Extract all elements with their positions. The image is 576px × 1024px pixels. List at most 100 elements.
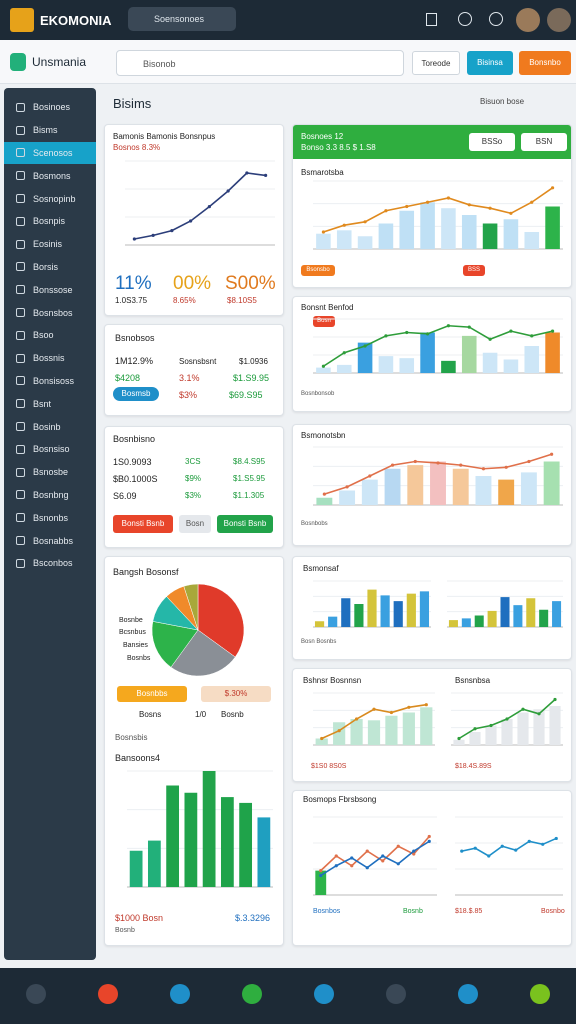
app-title: Unsmania <box>32 55 87 69</box>
nav-item[interactable] <box>288 968 360 1024</box>
bar <box>357 342 373 373</box>
filter[interactable]: Bisuon bose <box>480 97 525 106</box>
point <box>334 864 338 868</box>
card: Bsmonsaf Bosn Bosnbs <box>292 556 572 660</box>
bar <box>420 707 433 745</box>
icon <box>16 148 25 158</box>
icon[interactable] <box>458 12 472 26</box>
point <box>537 712 541 716</box>
search-field[interactable]: Bisonob <box>116 50 404 76</box>
footer: $18.$.85 <box>455 908 483 915</box>
sidebar-item[interactable]: Bosinoes <box>4 96 96 119</box>
button[interactable]: Bonsti Bsnb <box>217 515 273 533</box>
bar <box>485 725 497 745</box>
search-box[interactable]: Soensonoes <box>128 7 236 31</box>
avatar[interactable] <box>547 8 571 32</box>
bar <box>361 479 378 505</box>
sidebar-item[interactable]: Bosinb <box>4 415 96 438</box>
nav-item[interactable] <box>504 968 576 1024</box>
sidebar-item[interactable]: Borsis <box>4 256 96 279</box>
nav-item[interactable] <box>0 968 72 1024</box>
sidebar-item[interactable]: Bosmons <box>4 164 96 187</box>
icon[interactable] <box>489 12 503 26</box>
card-title: Bsnsnbsa <box>455 676 491 685</box>
icon <box>16 444 25 454</box>
cell: $1.1.305 <box>233 491 265 500</box>
nav-item[interactable] <box>360 968 432 1024</box>
cell: $1.S5.95 <box>233 474 266 483</box>
button[interactable]: BSSo <box>469 133 515 151</box>
point <box>407 705 411 709</box>
point <box>350 864 354 868</box>
app-logo <box>10 53 26 71</box>
chart <box>313 580 431 628</box>
sidebar-label: Bosmons <box>33 170 71 181</box>
nav-item[interactable] <box>432 968 504 1024</box>
line <box>323 187 554 233</box>
bar <box>498 479 515 505</box>
sidebar-item[interactable]: Bsconbos <box>4 552 96 575</box>
button[interactable]: BSN <box>521 133 567 151</box>
bar <box>420 332 435 373</box>
button[interactable]: Toreode <box>412 51 460 75</box>
bar <box>539 609 549 627</box>
sidebar-label: Bsoo <box>33 330 54 341</box>
bar <box>166 785 180 887</box>
avatar[interactable] <box>516 8 540 32</box>
sidebar-item[interactable]: Bisms <box>4 119 96 142</box>
cell: $8.4.S95 <box>233 457 266 466</box>
chart <box>125 160 275 246</box>
button[interactable]: Bonsnbo <box>519 51 571 75</box>
sidebar-item[interactable]: Bsnosbe <box>4 461 96 484</box>
point <box>504 465 508 469</box>
button[interactable]: Bonsti Bsnb <box>113 515 173 533</box>
nav-item[interactable] <box>72 968 144 1024</box>
sidebar-item[interactable]: Bonssose <box>4 278 96 301</box>
bar <box>545 332 560 373</box>
sidebar-item[interactable]: Bosnabbs <box>4 529 96 552</box>
bar <box>503 219 519 249</box>
sidebar-item[interactable]: Bsoo <box>4 324 96 347</box>
icon <box>16 513 25 523</box>
sidebar-item[interactable]: Bosnsbos <box>4 301 96 324</box>
card: Bosmops Fbrsbsong Bosnbos Bosnb $18.$.85… <box>292 790 572 946</box>
pie-label: Bansies <box>123 642 148 649</box>
sidebar-item[interactable]: Bosnsiso <box>4 438 96 461</box>
bar <box>257 817 271 887</box>
button[interactable]: Bosmsb <box>113 387 159 401</box>
subheading: Bosnsbis <box>115 733 148 742</box>
point <box>550 452 554 456</box>
button[interactable]: Bisinsa <box>467 51 513 75</box>
sidebar-item[interactable]: Bsnt <box>4 392 96 415</box>
sidebar-item[interactable]: Bossnis <box>4 347 96 370</box>
button[interactable]: Bosn <box>179 515 211 533</box>
button[interactable]: Bosnbbs <box>117 686 187 702</box>
point <box>334 854 338 858</box>
cell: 1S0.9093 <box>113 457 152 467</box>
bar <box>357 236 373 249</box>
point <box>354 717 359 721</box>
point <box>322 492 326 496</box>
nav-item[interactable] <box>144 968 216 1024</box>
sidebar-item[interactable]: Sosnopinb <box>4 187 96 210</box>
sidebar-label: Bosnabbs <box>33 535 74 546</box>
sidebar-item[interactable]: Scenosos <box>4 141 96 165</box>
card-title: Bosmops Fbrsbsong <box>303 795 377 804</box>
bar <box>384 468 401 505</box>
sidebar-item[interactable]: Eosinis <box>4 233 96 256</box>
sidebar-item[interactable]: Bosnbng <box>4 484 96 507</box>
nav-item[interactable] <box>216 968 288 1024</box>
sidebar-item[interactable]: Bonsisoss <box>4 370 96 393</box>
sidebar-item[interactable]: Bsnonbs <box>4 506 96 529</box>
point <box>527 839 531 843</box>
cell: 1/0 <box>195 710 207 719</box>
icon[interactable] <box>426 13 437 26</box>
chart <box>313 318 563 374</box>
chart <box>313 446 563 506</box>
sidebar-label: Eosinis <box>33 239 63 250</box>
button[interactable]: $.30% <box>201 686 271 702</box>
icon <box>16 536 25 546</box>
pie-label: Bosnbs <box>127 655 151 662</box>
sidebar-item[interactable]: Bosnpis <box>4 210 96 233</box>
app-bar: Unsmania Bisonob Toreode Bisinsa Bonsnbo <box>0 40 576 84</box>
